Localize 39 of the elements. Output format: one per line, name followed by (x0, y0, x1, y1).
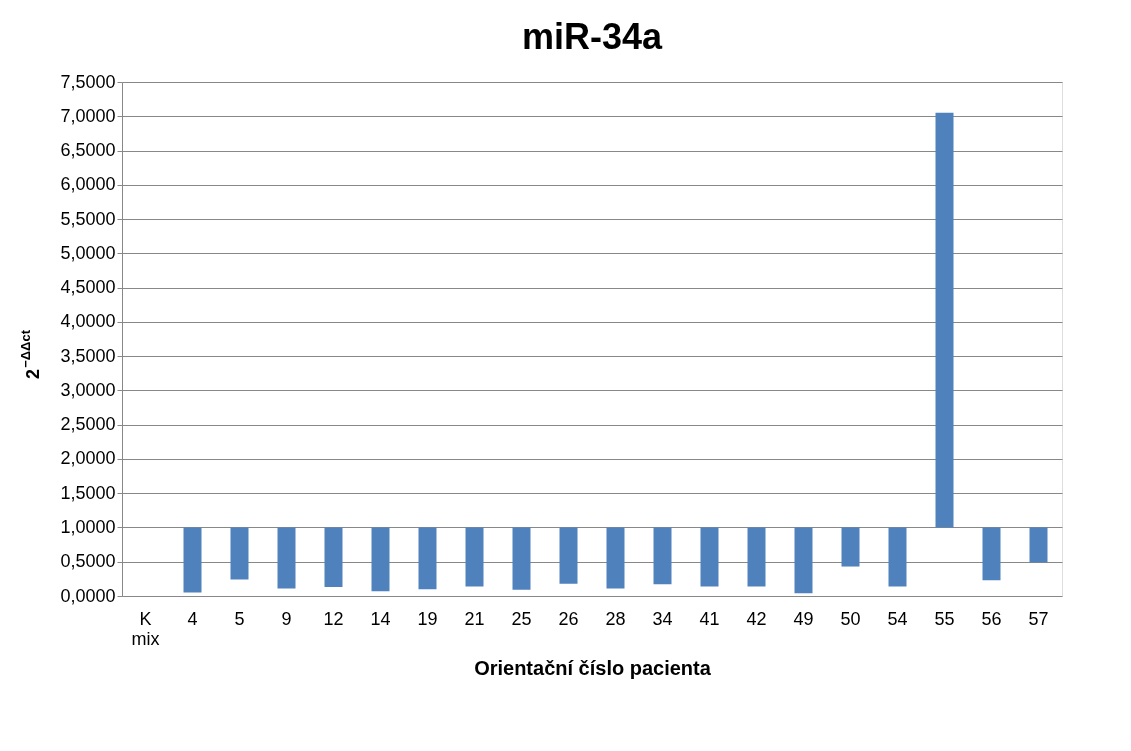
y-tick-label: 2,5000 (60, 414, 116, 435)
x-tick-label: 26 (558, 608, 579, 629)
x-tick-label: 56 (981, 608, 1002, 629)
x-tick-label: 4 (187, 608, 198, 629)
x-tick-label: 49 (793, 608, 814, 629)
y-tick-label: 3,0000 (60, 379, 116, 400)
x-tick-label: 14 (370, 608, 391, 629)
x-tick-label: 19 (417, 608, 438, 629)
x-tick-label: 50 (840, 608, 861, 629)
y-axis-title: 2−ΔΔct (18, 329, 43, 379)
x-tick-label: 57 (1028, 608, 1049, 629)
y-tick-label: 4,0000 (60, 311, 116, 332)
y-tick-label: 6,5000 (60, 140, 116, 161)
x-axis-title: Orientační číslo pacienta (474, 656, 712, 679)
y-tick-label: 3,5000 (60, 345, 116, 366)
chart-title: miR-34a (521, 16, 664, 57)
y-tick-label: 0,5000 (60, 551, 116, 572)
y-tick-label: 4,5000 (60, 277, 116, 298)
y-tick-label: 0,0000 (60, 585, 116, 606)
y-tick-label: 7,5000 (60, 71, 116, 92)
y-tick-label: 1,5000 (60, 482, 116, 503)
x-tick-label: 41 (699, 608, 720, 629)
x-tick-label: 12 (323, 608, 344, 629)
x-tick-label: 5 (234, 608, 245, 629)
x-tick-label: K mix (131, 608, 160, 649)
x-tick-label: 42 (746, 608, 767, 629)
x-tick-label: 34 (652, 608, 673, 629)
x-tick-label: 55 (934, 608, 955, 629)
y-tick-label: 1,0000 (60, 516, 116, 537)
y-tick-label: 5,0000 (60, 242, 116, 263)
y-tick-label: 7,0000 (60, 105, 116, 126)
x-tick-label: 25 (511, 608, 532, 629)
y-tick-label: 6,0000 (60, 174, 116, 195)
y-tick-label: 2,0000 (60, 448, 116, 469)
x-tick-label: 28 (605, 608, 626, 629)
y-tick-label: 5,5000 (60, 208, 116, 229)
x-tick-label: 21 (464, 608, 485, 629)
x-tick-label: 9 (281, 608, 292, 629)
x-tick-label: 54 (887, 608, 908, 629)
